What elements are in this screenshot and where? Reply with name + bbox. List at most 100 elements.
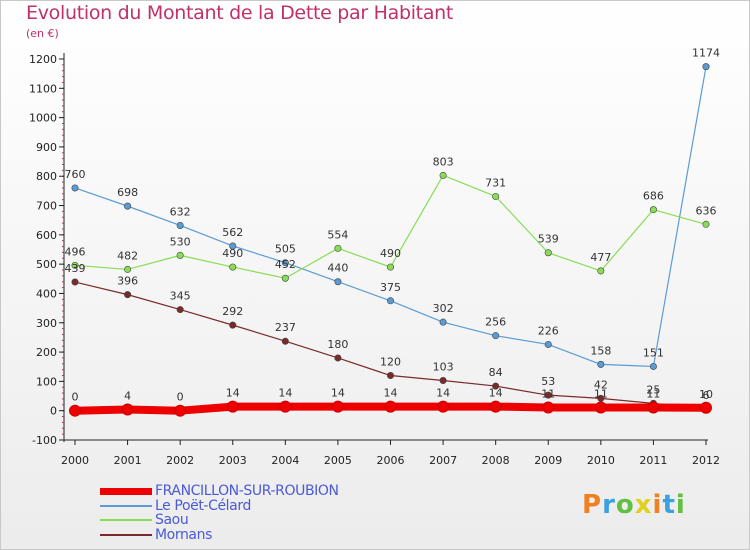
- y-tick-label: 700: [36, 200, 57, 213]
- data-label-mornans: 396: [117, 275, 138, 288]
- legend-label-le-poet-celard: Le Poët-Célard: [155, 497, 251, 514]
- legend-label-francillon: FRANCILLON-SUR-ROUBION: [155, 483, 339, 499]
- y-tick-label: 300: [36, 317, 57, 330]
- data-point-francillon-sur-roubion: [121, 403, 134, 416]
- data-label-saou: 636: [696, 204, 717, 217]
- data-point-mornans: [229, 321, 237, 329]
- data-label-mornans: 25: [646, 383, 660, 396]
- y-tick-label: 100: [36, 375, 57, 388]
- data-point-saou: [649, 206, 657, 214]
- data-point-francillon-sur-roubion: [226, 400, 239, 413]
- data-label-francillon-sur-roubion: 0: [177, 391, 184, 404]
- data-point-francillon-sur-roubion: [437, 400, 450, 413]
- data-label-le-po-t-c-lard: 505: [275, 243, 296, 256]
- data-point-mornans: [176, 306, 184, 314]
- x-tick-label: 2003: [219, 454, 247, 467]
- legend-label-mornans: Mornans: [155, 526, 212, 543]
- data-point-saou: [544, 249, 552, 257]
- data-label-le-po-t-c-lard: 562: [222, 226, 243, 239]
- data-label-mornans: 237: [275, 321, 296, 334]
- logo-letter: P: [582, 490, 603, 520]
- data-label-saou: 530: [170, 235, 191, 248]
- y-tick-label: 800: [36, 170, 57, 183]
- data-label-saou: 686: [643, 190, 664, 203]
- data-label-mornans: 292: [222, 305, 243, 318]
- data-label-mornans: 103: [433, 361, 454, 374]
- data-point-saou: [334, 244, 342, 252]
- data-label-saou: 477: [590, 251, 611, 264]
- data-point-francillon-sur-roubion: [542, 401, 555, 414]
- data-point-le-po-t-c-lard: [386, 297, 394, 305]
- data-label-mornans: 6: [703, 389, 710, 402]
- data-point-mornans: [386, 372, 394, 380]
- legend-swatch-saou: [100, 519, 152, 521]
- data-point-le-po-t-c-lard: [229, 242, 237, 250]
- data-label-saou: 490: [222, 247, 243, 260]
- y-tick-label: -100: [32, 434, 57, 447]
- logo-letter: i: [652, 490, 663, 520]
- logo-letter: i: [675, 490, 686, 520]
- data-label-mornans: 439: [65, 262, 86, 275]
- x-tick-label: 2010: [587, 454, 615, 467]
- data-label-mornans: 180: [327, 338, 348, 351]
- y-tick-label: 0: [50, 405, 57, 418]
- logo-letter: t: [662, 490, 676, 520]
- data-point-saou: [492, 192, 500, 200]
- y-tick-label: 200: [36, 346, 57, 359]
- chart-unit: (en €): [26, 27, 59, 40]
- logo-letter: o: [615, 490, 635, 520]
- data-point-saou: [597, 267, 605, 275]
- data-label-mornans: 53: [541, 375, 555, 388]
- data-point-mornans: [281, 337, 289, 345]
- data-point-mornans: [544, 391, 552, 399]
- data-label-francillon-sur-roubion: 11: [594, 387, 608, 400]
- data-point-saou: [71, 261, 79, 269]
- data-point-le-po-t-c-lard: [334, 278, 342, 286]
- data-label-francillon-sur-roubion: 14: [489, 387, 503, 400]
- data-label-francillon-sur-roubion: 14: [436, 387, 450, 400]
- data-point-mornans: [71, 278, 79, 286]
- data-label-mornans: 84: [489, 366, 503, 379]
- data-point-francillon-sur-roubion: [647, 401, 660, 414]
- x-tick-label: 2008: [482, 454, 510, 467]
- data-point-le-po-t-c-lard: [439, 318, 447, 326]
- data-label-francillon-sur-roubion: 14: [331, 387, 345, 400]
- data-label-saou: 496: [65, 245, 86, 258]
- series-points: [69, 63, 712, 417]
- data-point-saou: [386, 263, 394, 271]
- data-point-mornans: [492, 382, 500, 390]
- x-tick-label: 2000: [61, 454, 89, 467]
- data-label-francillon-sur-roubion: 14: [226, 387, 240, 400]
- data-point-saou: [124, 265, 132, 273]
- data-label-le-po-t-c-lard: 256: [485, 316, 506, 329]
- data-point-francillon-sur-roubion: [279, 400, 292, 413]
- data-label-le-po-t-c-lard: 375: [380, 281, 401, 294]
- data-point-le-po-t-c-lard: [492, 332, 500, 340]
- legend-swatch-francillon: [100, 488, 152, 495]
- logo-letter: r: [602, 490, 616, 520]
- x-tick-label: 2005: [324, 454, 352, 467]
- data-point-francillon-sur-roubion: [489, 400, 502, 413]
- data-label-francillon-sur-roubion: 0: [72, 391, 79, 404]
- x-tick-label: 2006: [377, 454, 405, 467]
- data-point-le-po-t-c-lard: [176, 221, 184, 229]
- data-point-francillon-sur-roubion: [700, 401, 712, 414]
- data-label-saou: 482: [117, 249, 138, 262]
- data-label-francillon-sur-roubion: 4: [124, 390, 131, 403]
- y-tick-label: 400: [36, 287, 57, 300]
- x-tick-label: 2004: [271, 454, 299, 467]
- data-label-le-po-t-c-lard: 440: [327, 262, 348, 275]
- data-point-francillon-sur-roubion: [174, 404, 187, 417]
- data-point-saou: [702, 220, 710, 228]
- data-point-le-po-t-c-lard: [649, 362, 657, 370]
- series-line-saou: [74, 174, 707, 279]
- data-point-francillon-sur-roubion: [594, 401, 607, 414]
- x-tick-label: 2009: [534, 454, 562, 467]
- y-tick-label: 600: [36, 229, 57, 242]
- data-label-francillon-sur-roubion: 14: [384, 387, 398, 400]
- data-point-saou: [229, 263, 237, 271]
- data-label-francillon-sur-roubion: 11: [541, 387, 555, 400]
- data-label-le-po-t-c-lard: 151: [643, 346, 664, 359]
